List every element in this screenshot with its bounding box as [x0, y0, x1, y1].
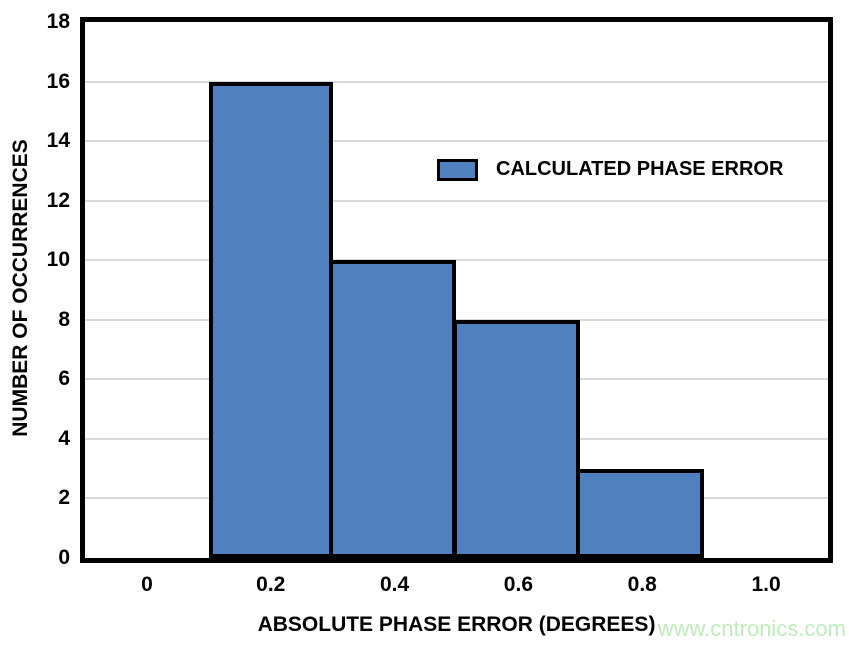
y-tick-label: 0 [58, 546, 70, 569]
legend-label: CALCULATED PHASE ERROR [496, 158, 784, 180]
gridline [85, 259, 828, 262]
x-tick-label: 0 [141, 573, 153, 596]
gridline [85, 80, 828, 83]
gridline [85, 199, 828, 202]
legend: CALCULATED PHASE ERROR [437, 158, 783, 181]
histogram-bar [452, 319, 581, 558]
x-tick-label: 0.8 [627, 573, 657, 596]
plot-inner [85, 22, 828, 558]
x-axis-title: ABSOLUTE PHASE ERROR (DEGREES) [257, 613, 656, 636]
y-tick-label: 18 [46, 10, 70, 33]
x-tick-label: 0.4 [379, 573, 410, 596]
watermark: www.cntronics.com [657, 616, 846, 641]
y-tick-label: 10 [46, 248, 70, 272]
histogram-bar [328, 260, 457, 558]
gridline [85, 140, 828, 143]
histogram-bar [208, 81, 333, 558]
y-axis-title-text: NUMBER OF OCCURRENCES [9, 139, 32, 437]
y-tick-label: 12 [46, 188, 70, 212]
y-tick-label: 16 [46, 69, 70, 93]
x-tick-label: 1.0 [751, 573, 781, 596]
legend-swatch [437, 158, 478, 181]
y-tick-label: 14 [46, 129, 70, 153]
y-tick-label: 6 [58, 367, 70, 391]
x-tick-label: 0.2 [256, 573, 286, 596]
x-tick-label: 0.6 [503, 573, 534, 596]
y-tick-label: 2 [58, 486, 70, 510]
plot-area [80, 17, 833, 563]
y-tick-label: 8 [58, 307, 70, 331]
y-tick-label: 4 [58, 426, 70, 450]
histogram-bar [576, 468, 705, 558]
